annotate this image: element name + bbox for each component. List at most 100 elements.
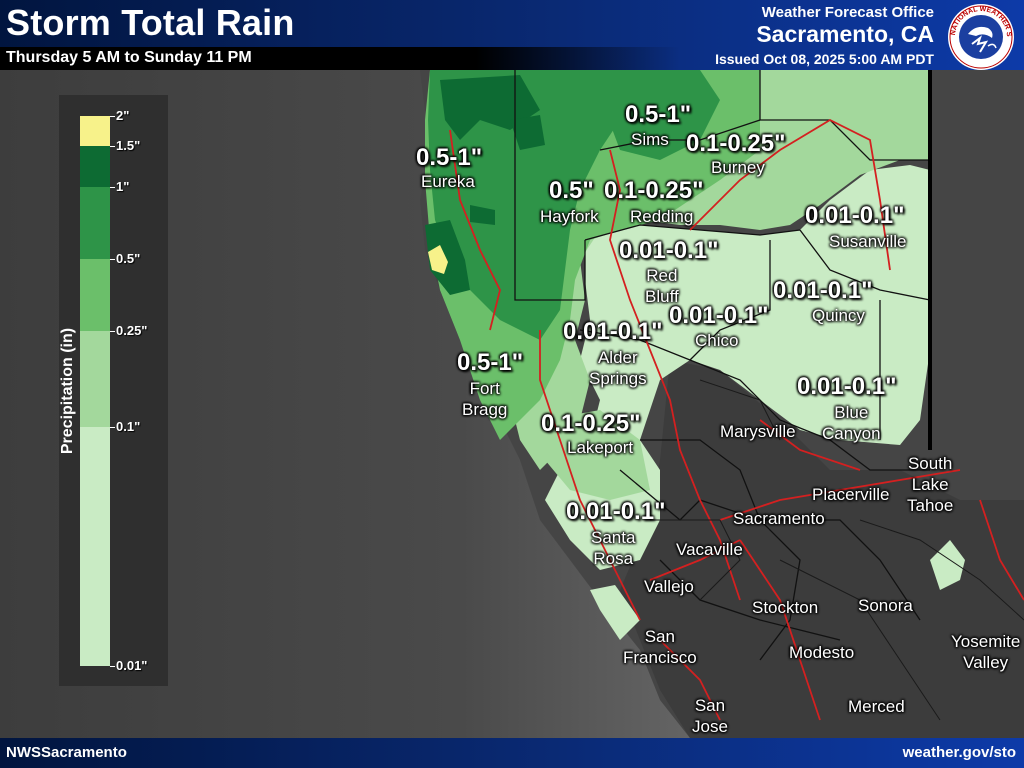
legend-label: 2"	[116, 108, 130, 123]
legend-tick	[110, 187, 115, 188]
city-label-marysville: Marysville	[720, 422, 796, 441]
legend-label: 0.1"	[116, 419, 141, 434]
issued-time: Issued Oct 08, 2025 5:00 AM PDT	[715, 51, 934, 67]
precip-0.5-1	[428, 70, 640, 340]
office-city: Sacramento, CA	[756, 21, 934, 47]
central-valley-outside	[620, 360, 1024, 738]
city-label-modesto: Modesto	[789, 643, 855, 662]
city-label-san-jose: San Jose	[692, 695, 728, 737]
amount-label-red-bluff: 0.01-0.1"	[619, 237, 719, 264]
legend-swatch-0.01-0.1	[80, 427, 110, 666]
city-label-line: Red	[646, 266, 678, 285]
subtitle-bar	[0, 47, 680, 70]
precip-1.5-2	[428, 245, 448, 274]
amount-label-sims: 0.5-1"	[625, 101, 692, 128]
city-label-line: Santa	[591, 528, 636, 547]
legend-swatch-0.5-1	[80, 187, 110, 259]
city-label-sims: Sims	[631, 130, 669, 149]
legend-label: 1.5"	[116, 138, 141, 153]
city-label-burney: Burney	[711, 158, 765, 177]
page-subtitle: Thursday 5 AM to Sunday 11 PM	[6, 49, 252, 66]
city-label-eureka: Eureka	[421, 172, 475, 191]
amount-label-quincy: 0.01-0.1"	[773, 277, 873, 304]
footer-social-handle: NWSSacramento	[6, 744, 127, 761]
amount-label-santa-rosa: 0.01-0.1"	[566, 498, 666, 525]
valley-counties	[650, 379, 1024, 721]
legend-swatch-1-1.5	[80, 146, 110, 187]
legend-label: 0.5"	[116, 251, 141, 266]
city-label-line: Blue	[834, 403, 869, 422]
amount-label-burney: 0.1-0.25"	[686, 130, 786, 157]
city-label-quincy: Quincy	[812, 306, 865, 325]
city-label-line: Springs	[589, 369, 647, 388]
legend-swatch-0.1-0.25	[80, 331, 110, 427]
city-label-line: Canyon	[822, 424, 881, 443]
header-bar: Storm Total Rain Thursday 5 AM to Sunday…	[0, 0, 1024, 70]
legend-tick	[110, 116, 115, 117]
city-label-susanville: Susanville	[829, 232, 907, 251]
precip-1-1.5-cape	[425, 220, 470, 295]
precipitation-map	[0, 70, 1024, 738]
city-label-fort-bragg: Fort Bragg	[462, 378, 507, 420]
office-label: Weather Forecast Office	[761, 4, 934, 21]
city-label-redding: Redding	[630, 207, 694, 226]
city-label-line: Rosa	[593, 549, 634, 568]
city-label-merced: Merced	[848, 697, 905, 716]
city-label-line: Jose	[692, 717, 728, 736]
city-label-placerville: Placerville	[812, 485, 890, 504]
city-label-line: Tahoe	[907, 496, 954, 515]
amount-label-susanville: 0.01-0.1"	[805, 202, 905, 229]
city-label-red-bluff: Red Bluff	[645, 265, 679, 307]
legend-tick	[110, 331, 115, 332]
city-label-yosemite-valley: Yosemite Valley	[951, 631, 1020, 673]
footer-website: weather.gov/sto	[902, 744, 1016, 761]
page-title: Storm Total Rain	[6, 2, 295, 43]
city-label-blue-canyon: Blue Canyon	[822, 402, 881, 444]
city-label-lakeport: Lakeport	[567, 438, 634, 457]
legend-tick	[110, 427, 115, 428]
amount-label-chico: 0.01-0.1"	[669, 302, 769, 329]
amount-label-eureka: 0.5-1"	[416, 144, 483, 171]
footer-bar: NWSSacramento weather.gov/sto	[0, 738, 1024, 768]
city-label-line: Lake	[911, 475, 949, 494]
legend-tick	[110, 146, 115, 147]
city-label-santa-rosa: Santa Rosa	[591, 527, 635, 569]
city-label-south-lake-tahoe: South Lake Tahoe	[907, 453, 953, 516]
city-label-line: Yosemite	[951, 632, 1021, 651]
legend-label: 0.01"	[116, 658, 148, 673]
amount-label-alder-springs: 0.01-0.1"	[563, 318, 663, 345]
city-label-line: Alder	[597, 348, 638, 367]
city-label-hayfork: Hayfork	[540, 207, 599, 226]
legend-swatch-0.25-0.5	[80, 259, 110, 331]
city-label-line: South	[907, 454, 953, 473]
precip-1-1.5-patch	[510, 115, 545, 150]
city-label-vacaville: Vacaville	[676, 540, 743, 559]
city-label-line: Bragg	[462, 400, 508, 419]
legend-panel	[59, 95, 168, 686]
city-label-vallejo: Vallejo	[644, 577, 694, 596]
county-boundaries	[514, 70, 931, 661]
precip-1-1.5-patch2	[470, 205, 495, 225]
precip-0.1-0.25-lake	[545, 410, 650, 500]
legend-label: 1"	[116, 179, 130, 194]
city-label-line: Valley	[963, 653, 1009, 672]
city-label-line: San	[644, 627, 675, 646]
amount-label-blue-canyon: 0.01-0.1"	[797, 373, 897, 400]
legend-tick	[110, 666, 115, 667]
city-label-chico: Chico	[695, 331, 739, 350]
city-label-san-francisco: San Francisco	[623, 626, 697, 668]
city-label-line: Fort	[469, 379, 500, 398]
precip-0.5-1-east	[600, 70, 720, 160]
city-label-sonora: Sonora	[858, 596, 913, 615]
city-label-sacramento: Sacramento	[733, 509, 825, 528]
amount-label-fort-bragg: 0.5-1"	[457, 349, 524, 376]
legend-title-text: Precipitation (in)	[59, 327, 76, 455]
legend-swatch-1.5-2	[80, 116, 110, 146]
legend-tick	[110, 259, 115, 260]
amount-label-hayfork: 0.5"	[549, 177, 594, 204]
city-label-line: San	[694, 696, 726, 715]
amount-label-lakeport: 0.1-0.25"	[541, 410, 641, 437]
amount-label-redding: 0.1-0.25"	[604, 177, 704, 204]
precip-0.01-0.1-coast	[590, 585, 640, 640]
city-label-alder-springs: Alder Springs	[589, 347, 647, 389]
